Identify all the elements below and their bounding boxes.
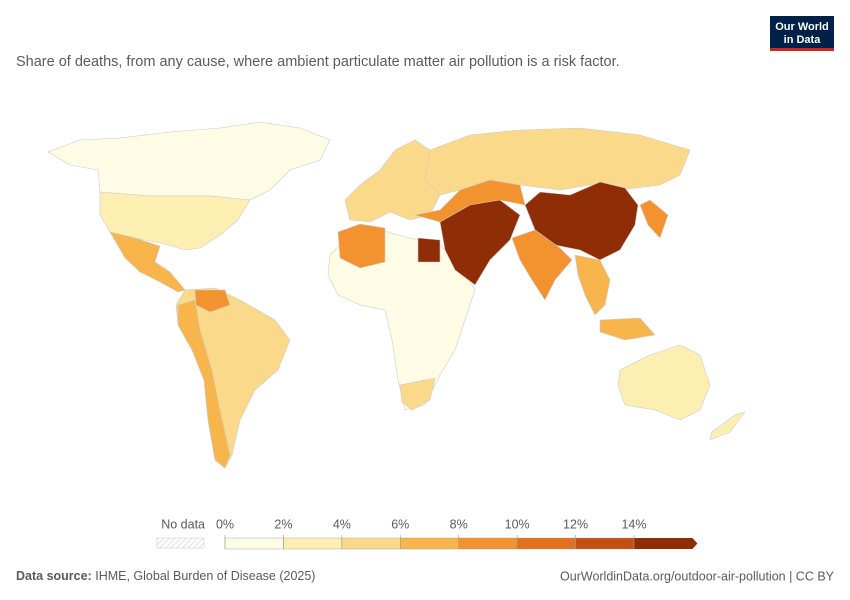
turkey-central-asia [414, 179, 526, 223]
southern-africa [399, 377, 436, 411]
legend-tick-label: 4% [333, 517, 351, 531]
legend-tick-label: 8% [450, 517, 468, 531]
legend-tick-label: 6% [391, 517, 409, 531]
north-africa [337, 223, 386, 269]
map [47, 121, 746, 469]
legend-swatch [341, 537, 401, 550]
legend-swatch [283, 537, 343, 550]
logo-text: Our World [775, 21, 829, 33]
legend-tick-label: 14% [621, 517, 646, 531]
southeast-asia [574, 254, 656, 341]
subtitle: Share of deaths, from any cause, where a… [16, 54, 620, 70]
legend-tick-label: 12% [563, 517, 588, 531]
legend-swatch [400, 537, 459, 550]
south-america-west [177, 299, 231, 469]
russia [424, 127, 691, 196]
new-zealand [709, 411, 746, 441]
legend-no-data-swatch [156, 537, 205, 549]
footer-url[interactable]: OurWorldinData.org/outdoor-air-pollution… [560, 569, 835, 583]
egypt [417, 237, 441, 263]
africa [327, 229, 476, 411]
legend-swatch-arrow [634, 538, 698, 549]
india [511, 229, 573, 301]
legend-swatch [224, 537, 284, 550]
north-america-north [47, 121, 331, 201]
legend-tick-label: 0% [216, 517, 234, 531]
footer-source: Data source: IHME, Global Burden of Dise… [16, 569, 315, 583]
legend-swatch [575, 537, 635, 550]
legend-swatch [458, 537, 518, 550]
korea-japan [639, 199, 669, 239]
legend-tick-label: 10% [505, 517, 530, 531]
legend-tick-label: 2% [274, 517, 292, 531]
australia [617, 344, 711, 421]
logo-text: in Data [784, 34, 822, 46]
source-label: Data source: [16, 569, 92, 583]
legend-no-data-label: No data [161, 517, 205, 531]
logo-bar [770, 48, 834, 51]
legend-swatch [516, 537, 576, 550]
logo-box[interactable] [770, 16, 834, 50]
legend: No data 0% 2% 4% 6% 8% 10% 12% 14% [156, 517, 698, 550]
source: IHME, Global Burden of Disease (2025) [95, 569, 315, 583]
venezuela [194, 289, 231, 313]
